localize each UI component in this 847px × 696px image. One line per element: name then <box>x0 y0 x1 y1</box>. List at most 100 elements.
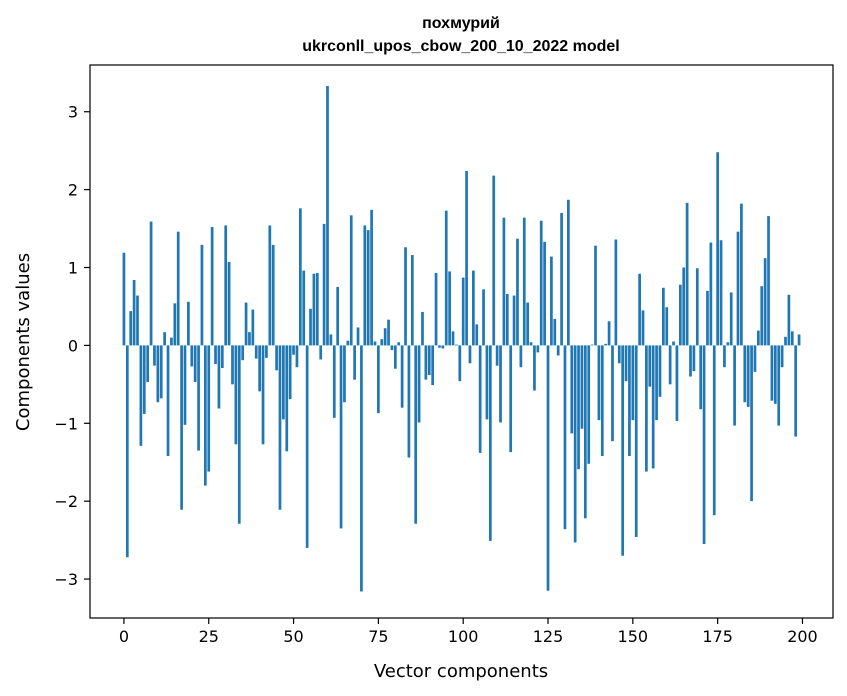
bar-162 <box>672 341 675 346</box>
bar-104 <box>475 324 479 346</box>
bar-191 <box>770 345 774 401</box>
bar-131 <box>567 199 570 346</box>
bar-87 <box>417 345 421 423</box>
bar-129 <box>560 212 563 346</box>
bar-185 <box>750 345 753 502</box>
bar-197 <box>790 331 794 346</box>
bar-52 <box>298 208 302 346</box>
bar-96 <box>448 271 451 346</box>
bar-101 <box>465 170 468 346</box>
bar-86 <box>414 345 418 524</box>
bar-49 <box>288 345 292 400</box>
bar-142 <box>604 343 608 346</box>
bar-170 <box>699 345 703 410</box>
bar-57 <box>315 272 319 346</box>
bar-122 <box>536 345 540 353</box>
bar-97 <box>451 331 455 346</box>
bar-110 <box>495 345 499 366</box>
bar-152 <box>638 273 641 346</box>
bar-166 <box>685 202 689 346</box>
bar-78 <box>387 319 390 346</box>
bar-48 <box>285 345 289 452</box>
bar-37 <box>248 332 251 346</box>
bar-95 <box>444 210 448 346</box>
bar-108 <box>488 345 492 541</box>
bar-82 <box>400 345 404 408</box>
plot-frame <box>89 64 834 619</box>
bar-67 <box>349 215 353 346</box>
bar-176 <box>719 240 723 346</box>
bar-4 <box>136 295 139 346</box>
x-tick-label: 100 <box>448 627 479 646</box>
x-tick-label: 50 <box>283 627 303 646</box>
bar-24 <box>203 345 207 486</box>
bar-50 <box>292 345 295 355</box>
bar-25 <box>207 345 211 472</box>
y-tick-label: −1 <box>54 414 78 433</box>
bar-5 <box>139 345 143 446</box>
chart-title-line2: ukrconll_upos_cbow_200_10_2022 model <box>302 38 619 55</box>
bar-175 <box>716 152 719 346</box>
bar-18 <box>183 345 187 425</box>
y-tick-label: −2 <box>54 492 78 511</box>
bar-105 <box>478 345 482 453</box>
bar-103 <box>472 270 475 346</box>
bar-94 <box>441 345 445 349</box>
bar-83 <box>404 247 407 346</box>
bar-9 <box>153 345 156 366</box>
bar-75 <box>377 345 380 414</box>
bar-42 <box>265 345 268 358</box>
bar-168 <box>692 345 696 372</box>
bar-84 <box>407 345 411 458</box>
bar-188 <box>760 286 764 346</box>
bar-171 <box>702 345 706 544</box>
bar-116 <box>516 238 519 346</box>
bar-51 <box>295 345 299 368</box>
bar-2 <box>129 311 133 346</box>
bar-53 <box>302 270 306 346</box>
bar-74 <box>373 341 377 346</box>
y-tick-label: −3 <box>54 570 78 589</box>
bar-23 <box>200 244 204 346</box>
bar-36 <box>244 302 248 346</box>
bar-132 <box>570 345 574 434</box>
bar-119 <box>526 302 530 346</box>
x-tick-label: 75 <box>368 627 388 646</box>
bar-100 <box>461 277 465 346</box>
bar-26 <box>210 227 214 346</box>
bar-184 <box>746 345 750 407</box>
bar-147 <box>621 345 625 556</box>
bar-173 <box>709 242 713 346</box>
bar-90 <box>427 345 431 375</box>
bar-199 <box>797 334 801 346</box>
x-axis-label: Vector components <box>374 661 548 682</box>
bar-153 <box>641 310 645 346</box>
bar-71 <box>363 225 367 346</box>
bar-79 <box>390 345 394 351</box>
bar-182 <box>740 203 743 346</box>
bar-7 <box>146 345 150 382</box>
bar-151 <box>634 345 638 537</box>
bar-31 <box>227 262 231 346</box>
bar-163 <box>675 345 679 421</box>
bar-125 <box>546 345 550 591</box>
bar-0 <box>122 252 126 346</box>
bar-21 <box>193 345 197 382</box>
bar-54 <box>305 345 309 548</box>
bar-14 <box>170 337 173 346</box>
bar-161 <box>668 345 672 385</box>
bar-62 <box>332 345 336 418</box>
bar-61 <box>329 334 333 346</box>
bar-177 <box>723 345 726 368</box>
chart-title-line1: похмурий <box>422 15 500 32</box>
bar-77 <box>383 328 387 346</box>
bar-111 <box>499 345 502 423</box>
bar-150 <box>631 345 635 421</box>
bar-141 <box>600 345 604 456</box>
bar-30 <box>224 225 228 346</box>
bar-11 <box>159 345 163 399</box>
bar-85 <box>410 255 414 346</box>
y-axis-ticks: −3 −2 −1 0 1 2 3 <box>54 103 90 589</box>
bar-127 <box>553 318 557 346</box>
bar-98 <box>455 344 458 346</box>
